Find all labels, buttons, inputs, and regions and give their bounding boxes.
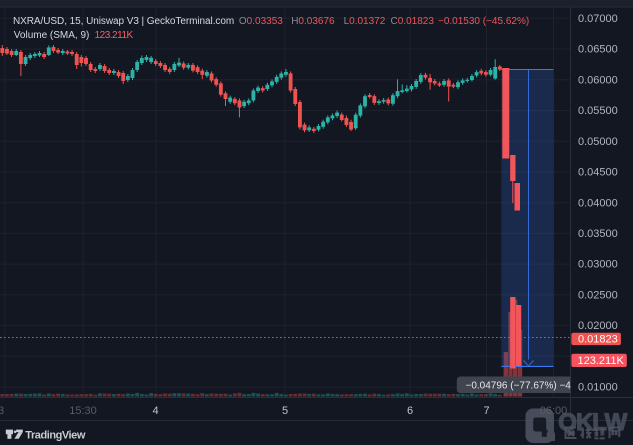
- svg-text:L0.01372: L0.01372: [344, 16, 386, 27]
- svg-text:0.03000: 0.03000: [578, 259, 618, 271]
- svg-text:0.04500: 0.04500: [578, 167, 618, 179]
- svg-text:7: 7: [483, 405, 489, 417]
- svg-text:NXRA/USD, 15, Uniswap V3 | Gec: NXRA/USD, 15, Uniswap V3 | GeckoTerminal…: [13, 16, 234, 27]
- svg-text:C0.01823: C0.01823: [391, 16, 435, 27]
- svg-text:−0.04796 (−77.67%) −4.8: −0.04796 (−77.67%) −4.8: [466, 380, 580, 391]
- svg-text:123.211K: 123.211K: [95, 30, 134, 41]
- svg-text:0.02000: 0.02000: [578, 320, 618, 332]
- svg-text:4: 4: [152, 405, 158, 417]
- svg-text:O0.03353: O0.03353: [239, 16, 283, 27]
- svg-text:0.06500: 0.06500: [578, 44, 618, 56]
- svg-text:0.03500: 0.03500: [578, 228, 618, 240]
- svg-text:6: 6: [407, 405, 413, 417]
- svg-text:TradingView: TradingView: [25, 429, 86, 441]
- svg-text:Volume (SMA, 9): Volume (SMA, 9): [14, 30, 90, 41]
- svg-text:0.01823: 0.01823: [578, 333, 618, 345]
- svg-text:H0.03676: H0.03676: [291, 16, 335, 27]
- svg-text:5: 5: [282, 405, 288, 417]
- svg-text:0.04000: 0.04000: [578, 197, 618, 209]
- svg-text:3: 3: [0, 405, 4, 417]
- svg-text:0.06000: 0.06000: [578, 74, 618, 86]
- svg-text:−0.01530 (−45.62%): −0.01530 (−45.62%): [438, 16, 529, 27]
- svg-text:06:00: 06:00: [540, 405, 568, 417]
- svg-text:0.05000: 0.05000: [578, 136, 618, 148]
- svg-text:0.01000: 0.01000: [578, 382, 618, 394]
- svg-text:123.211K: 123.211K: [578, 355, 625, 367]
- svg-text:0.05500: 0.05500: [578, 105, 618, 117]
- svg-text:15:30: 15:30: [69, 405, 97, 417]
- svg-text:0.02500: 0.02500: [578, 290, 618, 302]
- svg-text:0.07000: 0.07000: [578, 13, 618, 25]
